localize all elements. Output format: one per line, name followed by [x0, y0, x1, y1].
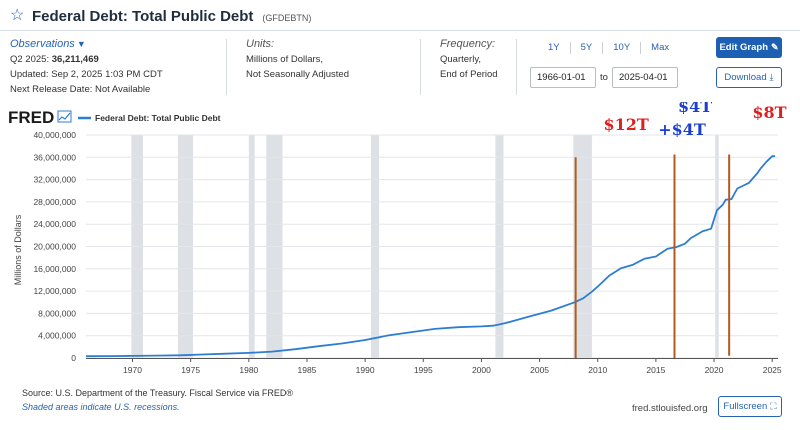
fred-logo: FRED: [8, 108, 54, 127]
frequency-panel: Frequency: Quarterly, End of Period: [440, 37, 498, 82]
series-id: (GFDEBTN): [262, 13, 312, 23]
frequency-label: Frequency:: [440, 38, 496, 50]
recessions-note: Shaded areas indicate U.S. recessions.: [22, 402, 180, 412]
download-label: Download: [724, 72, 767, 83]
divider: [226, 39, 227, 95]
title-divider: [0, 30, 800, 31]
start-date-input[interactable]: [530, 67, 596, 88]
range-5y-button[interactable]: 5Y: [571, 42, 604, 54]
y-tick-label: 0: [71, 353, 76, 363]
fred-logo-icon: [57, 110, 72, 123]
x-tick-label: 2025: [763, 365, 782, 375]
y-tick-label: 4,000,000: [38, 331, 76, 341]
annotation-label: $8T: [752, 103, 786, 122]
x-tick-label: 1995: [414, 365, 433, 375]
y-tick-label: 40,000,000: [33, 130, 76, 140]
frequency-line1: Quarterly,: [440, 54, 482, 65]
chevron-down-icon: ▼: [76, 39, 86, 49]
y-tick-label: 28,000,000: [33, 197, 76, 207]
star-icon[interactable]: ☆: [10, 7, 25, 24]
fred-url[interactable]: fred.stlouisfed.org: [632, 403, 708, 414]
x-tick-label: 2015: [646, 365, 665, 375]
y-tick-label: 20,000,000: [33, 242, 76, 252]
observations-toggle[interactable]: Observations ▼: [10, 37, 163, 52]
range-buttons: 1Y 5Y 10Y Max: [538, 42, 679, 54]
info-row: Observations ▼ Q2 2025: 36,211,469 Update…: [0, 37, 800, 99]
latest-value: 36,211,469: [51, 54, 99, 65]
download-button[interactable]: Download ⤓: [716, 67, 782, 88]
footer-notes: Source: U.S. Department of the Treasury.…: [22, 386, 293, 414]
legend-label: Federal Debt: Total Public Debt: [95, 113, 221, 123]
frequency-line2: End of Period: [440, 69, 498, 80]
y-tick-label: 32,000,000: [33, 175, 76, 185]
source-text: Source: U.S. Department of the Treasury.…: [22, 388, 294, 398]
observations-panel: Observations ▼ Q2 2025: 36,211,469 Update…: [10, 37, 163, 97]
range-10y-button[interactable]: 10Y: [603, 42, 642, 54]
y-tick-label: 8,000,000: [38, 308, 76, 318]
next-release-text: Next Release Date: Not Available: [10, 84, 151, 95]
annotation-label: $4T: [678, 102, 712, 116]
fullscreen-icon: ⛶: [770, 401, 777, 411]
y-tick-label: 12,000,000: [33, 286, 76, 296]
chart-area: FRED Federal Debt: Total Public Debt Mil…: [0, 97, 800, 382]
observations-label: Observations: [10, 38, 75, 50]
units-line1: Millions of Dollars,: [246, 54, 324, 65]
title-row: ☆ Federal Debt: Total Public Debt (GFDEB…: [10, 6, 311, 26]
x-tick-label: 2005: [530, 365, 549, 375]
edit-graph-button[interactable]: Edit Graph ✎: [716, 37, 782, 58]
units-panel: Units: Millions of Dollars, Not Seasonal…: [246, 37, 349, 82]
units-label: Units:: [246, 38, 275, 50]
latest-period: Q2 2025:: [10, 54, 50, 65]
edit-graph-label: Edit Graph: [719, 42, 768, 53]
annotation-label: +$4T: [658, 120, 706, 139]
page-title: Federal Debt: Total Public Debt: [32, 7, 254, 25]
x-tick-label: 1990: [356, 365, 375, 375]
x-tick-label: 1975: [181, 365, 200, 375]
edit-icon: ✎: [771, 42, 779, 52]
date-to-label: to: [600, 72, 608, 83]
divider: [420, 39, 421, 95]
divider: [516, 39, 517, 95]
end-date-input[interactable]: [612, 67, 678, 88]
x-tick-label: 2010: [588, 365, 607, 375]
y-axis-title: Millions of Dollars: [13, 214, 23, 285]
series-line: [85, 155, 776, 358]
chart-svg: FRED Federal Debt: Total Public Debt Mil…: [8, 97, 787, 375]
y-tick-label: 16,000,000: [33, 264, 76, 274]
x-tick-label: 1985: [298, 365, 317, 375]
x-tick-label: 1970: [123, 365, 142, 375]
units-line2: Not Seasonally Adjusted: [246, 69, 349, 80]
latest-observation: Q2 2025: 36,211,469: [10, 52, 163, 67]
annotation-label: $12T: [604, 115, 649, 134]
fullscreen-label: Fullscreen: [723, 401, 768, 412]
x-tick-label: 1980: [239, 365, 258, 375]
y-tick-label: 36,000,000: [33, 152, 76, 162]
y-tick-label: 24,000,000: [33, 219, 76, 229]
download-icon: ⤓: [769, 72, 774, 82]
updated-text: Updated: Sep 2, 2025 1:03 PM CDT: [10, 69, 163, 80]
range-1y-button[interactable]: 1Y: [538, 42, 571, 54]
fullscreen-button[interactable]: Fullscreen ⛶: [718, 396, 782, 417]
range-max-button[interactable]: Max: [651, 42, 670, 53]
x-tick-label: 2000: [472, 365, 491, 375]
x-tick-label: 2020: [705, 365, 724, 375]
